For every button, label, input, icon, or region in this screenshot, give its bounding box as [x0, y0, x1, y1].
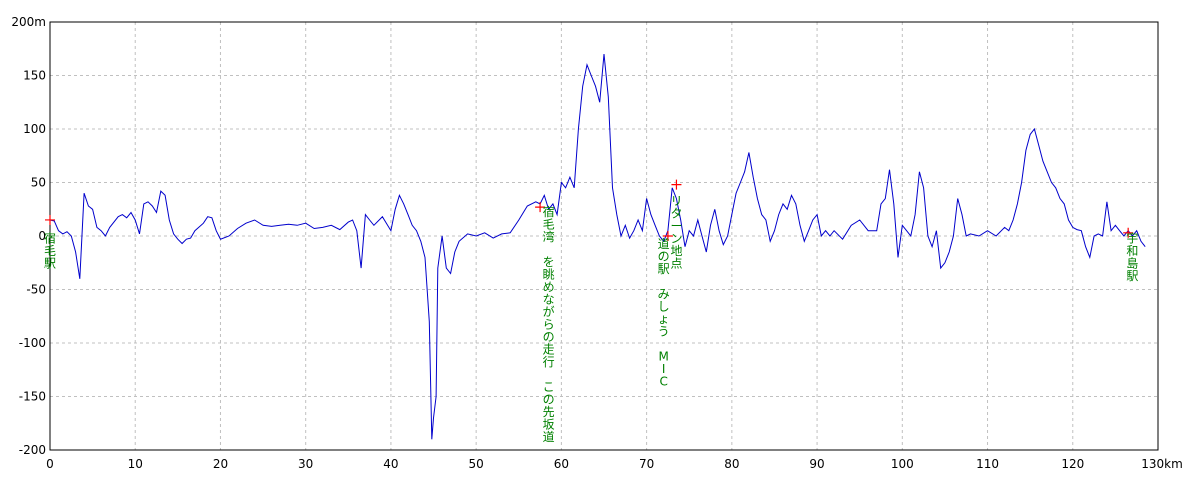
- x-tick-label: 130km: [1141, 457, 1183, 471]
- grid: [50, 22, 1158, 450]
- marker-cross: [671, 179, 682, 190]
- marker-cross: [1123, 227, 1134, 238]
- marker-cross: [535, 202, 546, 213]
- x-tick-label: 80: [724, 457, 739, 471]
- x-axis: 0 10 20 30 40 50 60 70 80 90 100 110 120 130km: [46, 457, 1183, 471]
- y-tick-label: -150: [19, 390, 46, 404]
- annotation-label: 宿毛駅: [44, 231, 56, 271]
- marker-cross: [662, 231, 673, 241]
- plot-frame: [49, 21, 1159, 451]
- x-tick-label: 60: [554, 457, 569, 471]
- annotation-label: 宇和島駅: [1126, 232, 1138, 284]
- y-axis: 200m 150 100 50 0 -50 -100 -150 -200: [11, 15, 46, 457]
- markers: [45, 179, 1134, 241]
- x-tick-label: 10: [128, 457, 143, 471]
- y-tick-label: 50: [31, 176, 46, 190]
- x-tick-label: 100: [891, 457, 914, 471]
- x-tick-label: 90: [809, 457, 824, 471]
- y-tick-label: 0: [38, 229, 46, 243]
- x-tick-label: 110: [976, 457, 999, 471]
- x-tick-label: 20: [213, 457, 228, 471]
- x-tick-label: 0: [46, 457, 54, 471]
- y-tick-label: 200m: [11, 15, 46, 29]
- marker-cross: [45, 214, 55, 225]
- series-line: [49, 54, 1146, 440]
- y-tick-label: 150: [23, 69, 46, 83]
- y-tick-label: -200: [19, 443, 46, 457]
- x-tick-label: 50: [469, 457, 484, 471]
- x-tick-label: 70: [639, 457, 654, 471]
- x-tick-label: 120: [1061, 457, 1084, 471]
- x-tick-label: 30: [298, 457, 313, 471]
- y-tick-label: 100: [23, 122, 46, 136]
- annotation-label: 宿毛湾 を眺めながらの走行 この先坂道: [543, 204, 555, 444]
- y-tick-label: -100: [19, 336, 46, 350]
- y-tick-label: -50: [26, 283, 46, 297]
- annotation-label: リターン地点: [670, 194, 682, 271]
- x-tick-label: 40: [383, 457, 398, 471]
